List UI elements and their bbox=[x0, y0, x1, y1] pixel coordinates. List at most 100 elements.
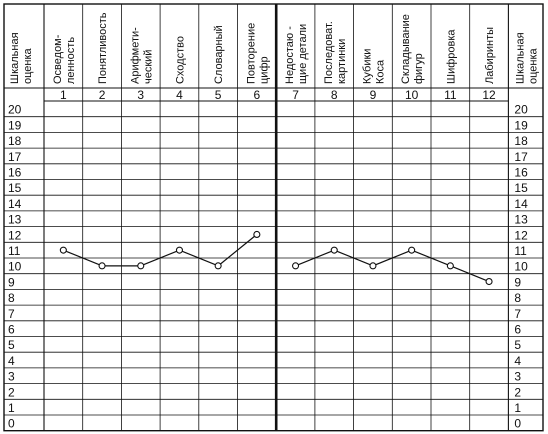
row-score-left: 17 bbox=[8, 150, 22, 164]
row-score-left: 6 bbox=[8, 323, 15, 337]
scale-label-left-line2: оценка bbox=[22, 47, 34, 84]
subtest-header-7: Недостаю - bbox=[284, 26, 296, 84]
row-score-left: 20 bbox=[8, 103, 22, 117]
row-score-right: 16 bbox=[514, 166, 528, 180]
row-score-left: 14 bbox=[8, 197, 22, 211]
row-score-right: 10 bbox=[514, 260, 528, 274]
profile-point-4 bbox=[175, 246, 183, 254]
subtest-header-10: Складывание bbox=[400, 14, 412, 84]
profile-segment-2 bbox=[372, 249, 412, 267]
row-score-right: 4 bbox=[514, 354, 521, 368]
profile-segment-1 bbox=[63, 249, 103, 267]
subtest-header-1: ленность bbox=[65, 37, 77, 84]
subtest-number-4: 4 bbox=[176, 88, 183, 102]
subtest-number-11: 11 bbox=[444, 88, 457, 102]
row-score-left: 11 bbox=[8, 244, 21, 258]
row-score-right: 0 bbox=[514, 417, 521, 431]
row-score-right: 8 bbox=[514, 291, 521, 305]
row-score-right: 15 bbox=[514, 181, 528, 195]
row-score-right: 6 bbox=[514, 323, 521, 337]
subtest-header-3: ческий bbox=[142, 50, 154, 84]
row-score-right: 11 bbox=[514, 244, 527, 258]
profile-point-2 bbox=[98, 262, 106, 270]
profile-segment-1 bbox=[217, 233, 258, 267]
scale-label-right-line2: оценка bbox=[527, 47, 539, 84]
subtest-header-9: Кубики bbox=[361, 49, 373, 84]
scale-label-left: Шкальная bbox=[9, 32, 21, 84]
subtest-header-10: фигур bbox=[413, 53, 425, 84]
profile-point-8 bbox=[330, 246, 338, 254]
row-score-left: 4 bbox=[8, 354, 15, 368]
row-score-right: 9 bbox=[514, 275, 521, 289]
row-score-right: 5 bbox=[514, 338, 521, 352]
subtest-number-9: 9 bbox=[370, 88, 377, 102]
row-score-left: 13 bbox=[8, 213, 22, 227]
profile-segment-2 bbox=[411, 249, 451, 267]
row-score-left: 2 bbox=[8, 385, 15, 399]
subtest-header-12: Лабиринты bbox=[484, 27, 496, 84]
subtest-number-6: 6 bbox=[254, 88, 261, 102]
profile-point-7 bbox=[291, 262, 300, 270]
subtest-header-6: цифр bbox=[258, 56, 270, 84]
row-score-right: 12 bbox=[514, 228, 528, 242]
subtest-number-3: 3 bbox=[137, 88, 144, 102]
row-score-left: 19 bbox=[8, 118, 22, 132]
row-score-left: 12 bbox=[8, 228, 22, 242]
row-score-right: 7 bbox=[514, 307, 521, 321]
subtest-header-1: Осведом- bbox=[52, 34, 64, 84]
row-score-right: 19 bbox=[514, 118, 528, 132]
row-score-right: 17 bbox=[514, 150, 528, 164]
profile-point-9 bbox=[369, 262, 377, 270]
row-score-right: 2 bbox=[514, 385, 521, 399]
profile-segment-1 bbox=[140, 249, 180, 267]
profile-point-10 bbox=[408, 246, 416, 254]
subtest-number-2: 2 bbox=[99, 88, 106, 102]
profile-segment-2 bbox=[450, 265, 490, 283]
row-score-left: 15 bbox=[8, 181, 22, 195]
subtest-number-7: 7 bbox=[292, 88, 299, 102]
profile-segment-1 bbox=[179, 249, 219, 267]
row-score-right: 13 bbox=[514, 213, 528, 227]
subtest-number-10: 10 bbox=[405, 88, 419, 102]
subtest-number-8: 8 bbox=[331, 88, 338, 102]
row-score-left: 7 bbox=[8, 307, 15, 321]
row-score-left: 3 bbox=[8, 370, 15, 384]
profile-point-11 bbox=[446, 262, 454, 270]
scale-label-right: Шкальная bbox=[514, 32, 526, 84]
row-score-left: 8 bbox=[8, 291, 15, 305]
row-score-right: 20 bbox=[514, 103, 528, 117]
subtest-header-4: Сходство bbox=[174, 36, 186, 84]
row-score-left: 10 bbox=[8, 260, 22, 274]
row-score-left: 9 bbox=[8, 275, 15, 289]
row-score-right: 14 bbox=[514, 197, 528, 211]
subtest-number-12: 12 bbox=[482, 88, 496, 102]
subtest-header-3: Арифмети- bbox=[129, 27, 141, 84]
profile-segment-2 bbox=[334, 249, 374, 267]
row-score-left: 18 bbox=[8, 134, 22, 148]
subtest-header-11: Шифровка bbox=[445, 29, 457, 84]
row-score-right: 18 bbox=[514, 134, 528, 148]
profile-point-12 bbox=[485, 277, 493, 286]
subtest-header-9: Коса bbox=[374, 59, 386, 84]
profile-point-1 bbox=[59, 246, 67, 254]
profile-segment-2 bbox=[295, 249, 335, 267]
row-score-left: 1 bbox=[8, 401, 15, 415]
profile-point-3 bbox=[137, 262, 145, 270]
subtest-header-2: Понятливость bbox=[97, 12, 109, 84]
subtest-header-8: Последоват. bbox=[323, 21, 335, 84]
table-frame bbox=[3, 3, 544, 432]
subtest-header-8: картинки bbox=[336, 39, 348, 84]
row-score-left: 5 bbox=[8, 338, 15, 352]
subtest-header-7: щие детали bbox=[297, 24, 309, 84]
row-score-left: 0 bbox=[8, 417, 15, 431]
subtest-header-6: Повторение bbox=[245, 23, 257, 84]
subtest-number-5: 5 bbox=[215, 88, 222, 102]
profile-point-6 bbox=[253, 230, 261, 238]
profile-point-5 bbox=[214, 262, 222, 270]
row-score-right: 3 bbox=[514, 370, 521, 384]
row-score-left: 16 bbox=[8, 166, 22, 180]
row-score-right: 1 bbox=[514, 401, 521, 415]
subtest-number-1: 1 bbox=[60, 88, 67, 102]
subtest-header-5: Словарный bbox=[213, 25, 225, 84]
